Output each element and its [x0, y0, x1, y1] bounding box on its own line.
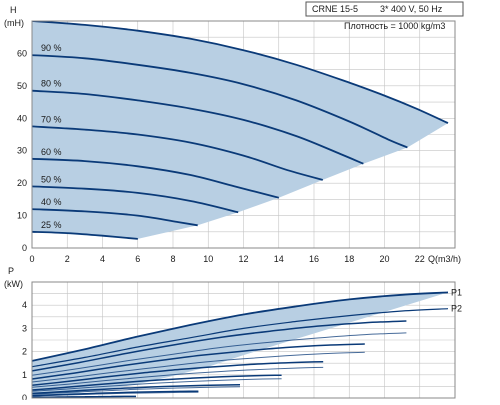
head-y-tick-label: 30: [17, 146, 27, 156]
power-axis-unit: (kW): [4, 279, 23, 289]
power-y-tick-label: 0: [22, 393, 27, 400]
head-curve-speed-label: 40 %: [41, 197, 62, 207]
head-curve-speed-label: 60 %: [41, 147, 62, 157]
power-y-tick-label: 1: [22, 370, 27, 380]
head-curve-line: [32, 125, 324, 181]
power-speed-curve-line: [32, 320, 407, 372]
head-axis-unit: (mH): [4, 18, 24, 28]
flow-x-tick-label: 0: [29, 254, 34, 264]
power-plot-frame: [31, 281, 456, 399]
head-axis-label: H: [10, 5, 17, 15]
head-operating-envelope: [32, 21, 448, 239]
flow-x-tick-label: 12: [238, 254, 248, 264]
head-y-ticks: 0 10 20 30 40 50 60: [17, 48, 27, 253]
flow-x-tick-label: 16: [309, 254, 319, 264]
power-speed-curve-line: [32, 390, 199, 397]
flow-x-ticks: 0 2 4 6 8 10 12 14 16 18 20 22: [29, 254, 424, 264]
head-curve-speed-label: 90 %: [41, 43, 62, 53]
head-y-tick-label: 20: [17, 178, 27, 188]
power-y-ticks: 0 1 2 3 4: [22, 300, 27, 403]
power-speed-curve-line: [32, 366, 324, 388]
head-y-tick-label: 0: [22, 243, 27, 253]
flow-x-tick-label: 20: [379, 254, 389, 264]
flow-x-tick-label: 14: [274, 254, 284, 264]
head-curve-speed-label: 25 %: [41, 220, 62, 230]
head-y-tick-label: 60: [17, 48, 27, 58]
power-curve-line: [32, 291, 449, 362]
power-speed-curve-line: [32, 332, 407, 376]
power-series-labels: P1 P2: [451, 287, 462, 313]
supply-spec: 3* 400 V, 50 Hz: [380, 4, 443, 14]
head-curve-line: [32, 185, 239, 214]
power-curve-line: [32, 308, 449, 368]
power-speed-curve-line: [32, 396, 137, 398]
head-plot-frame: [31, 20, 456, 249]
flow-axis-label: Q(m3/h): [428, 254, 461, 264]
head-curve-line: [32, 21, 449, 124]
power-speed-curve-line: [32, 361, 324, 387]
flow-x-tick-label: 6: [135, 254, 140, 264]
density-note: Плотность = 1000 kg/m3: [344, 21, 445, 31]
power-series-label: P2: [451, 304, 462, 314]
head-curve-speed-label: 100 %: [41, 9, 67, 19]
head-curve-line: [32, 157, 280, 199]
head-curve-speed-label: 50 %: [41, 174, 62, 184]
head-curve-line: [32, 54, 408, 149]
power-speed-curve-line: [32, 343, 365, 380]
flow-x-tick-label: 18: [344, 254, 354, 264]
power-y-tick-label: 3: [22, 323, 27, 333]
flow-x-tick-label: 22: [415, 254, 425, 264]
power-operating-envelope: [32, 292, 448, 397]
power-y-tick-label: 2: [22, 347, 27, 357]
power-curves: [32, 291, 449, 368]
power-speed-curve-line: [32, 384, 241, 395]
power-axis-label: P: [8, 266, 14, 276]
flow-x-tick-label: 2: [65, 254, 70, 264]
head-curves: 100 % 90 % 80 % 70 % 60 % 50 % 40 % 25 %: [32, 9, 449, 240]
head-y-tick-label: 40: [17, 113, 27, 123]
head-curve-line: [32, 89, 364, 165]
power-series-label: P1: [451, 287, 462, 297]
head-curve-speed-label: 70 %: [41, 114, 62, 124]
flow-x-tick-label: 4: [100, 254, 105, 264]
head-curve-speed-label: 80 %: [41, 79, 62, 89]
power-speed-curves: [32, 320, 407, 398]
flow-x-tick-label: 10: [203, 254, 213, 264]
head-y-tick-label: 50: [17, 81, 27, 91]
power-speed-curve-line: [32, 351, 365, 383]
power-y-tick-label: 4: [22, 300, 27, 310]
power-speed-curve-line: [32, 378, 282, 392]
power-speed-curve-line: [32, 386, 241, 395]
power-speed-curve-line: [32, 391, 199, 397]
chart-title: CRNE 15-5: [312, 4, 358, 14]
flow-x-tick-label: 8: [170, 254, 175, 264]
head-curve-line: [32, 208, 198, 227]
head-y-tick-label: 10: [17, 211, 27, 221]
title-box: [305, 1, 464, 17]
power-speed-curve-line: [32, 374, 282, 391]
head-curve-line: [32, 230, 138, 240]
